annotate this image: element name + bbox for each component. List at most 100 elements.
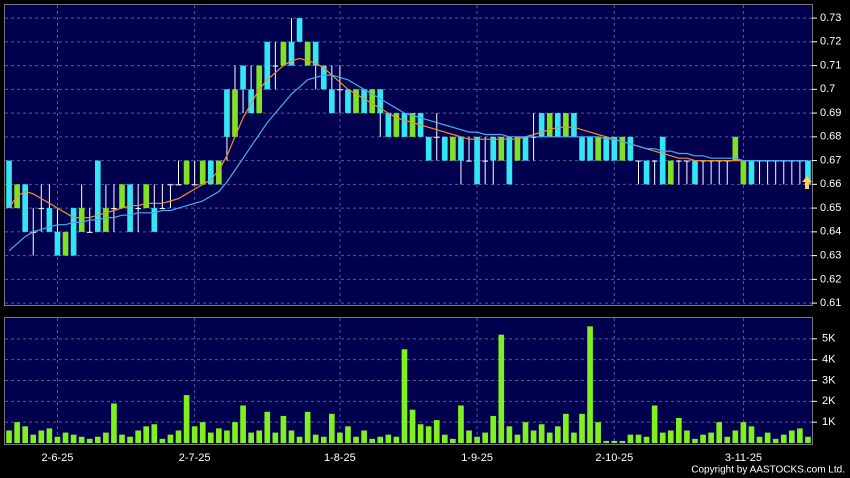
volume-bar: [135, 430, 141, 443]
candle-body: [474, 136, 480, 185]
volume-bar: [401, 349, 408, 443]
candle-body: [603, 136, 610, 161]
candle-body: [304, 41, 311, 66]
volume-bar: [127, 436, 133, 443]
candle-body: [409, 113, 416, 137]
y-tick-label: 4K: [822, 354, 836, 366]
candle-body: [86, 231, 93, 233]
candle-body: [611, 136, 618, 161]
y-tick-label: 0.73: [820, 12, 841, 24]
candle-body: [264, 41, 271, 90]
volume-bar: [797, 428, 803, 443]
volume-bar: [224, 430, 230, 443]
volume-bar: [167, 434, 174, 443]
volume-bar: [595, 422, 601, 443]
volume-bar: [724, 436, 731, 443]
candle-body: [361, 89, 367, 114]
volume-bar: [232, 422, 238, 443]
candle-body: [167, 184, 174, 186]
volume-bar: [6, 430, 12, 443]
candle-body: [103, 208, 109, 232]
candle-body: [546, 113, 553, 137]
volume-bar: [498, 334, 505, 443]
volume-bar: [70, 434, 77, 443]
candle-body: [458, 136, 464, 161]
candle-body: [684, 160, 690, 162]
volume-bar: [756, 436, 763, 443]
volume-bar: [474, 436, 480, 443]
x-tick-label: 3-11-25: [725, 452, 762, 464]
volume-bar: [417, 424, 424, 443]
volume-bar: [191, 426, 198, 443]
volume-bar: [256, 430, 263, 443]
volume-bar: [490, 415, 497, 443]
volume-bar: [175, 430, 182, 443]
volume-bar: [740, 422, 747, 443]
volume-bar: [522, 422, 529, 443]
volume-bar: [296, 436, 303, 443]
candle-body: [643, 160, 650, 185]
volume-bar: [22, 426, 28, 443]
volume-bar: [676, 418, 682, 443]
candle-body: [94, 160, 101, 232]
candle-body: [207, 160, 214, 185]
candle-body: [748, 160, 755, 185]
y-tick-label: 0.7: [820, 83, 835, 95]
volume-bar: [619, 440, 626, 443]
y-tick-label: 1K: [822, 416, 836, 428]
volume-bar: [587, 326, 593, 443]
volume-bar: [183, 395, 190, 443]
volume-bar: [651, 405, 658, 443]
volume-bar: [433, 420, 440, 443]
candle-body: [288, 41, 295, 66]
volume-bar: [538, 424, 545, 443]
volume-bar: [450, 438, 456, 443]
candle-body: [272, 65, 279, 67]
candle-body: [522, 136, 529, 161]
y-tick-label: 0.65: [820, 202, 841, 214]
volume-bar: [103, 432, 109, 443]
volume-bar: [14, 422, 20, 443]
candle-body: [482, 160, 488, 162]
volume-bar: [789, 430, 795, 443]
volume-bar: [732, 430, 739, 443]
candle-body: [159, 208, 166, 210]
candle-body: [805, 160, 811, 185]
candle-body: [143, 184, 150, 209]
volume-bar: [216, 428, 222, 443]
volume-bar: [627, 434, 634, 443]
copyright: Copyright by AASTOCKS.com Ltd.: [691, 465, 845, 476]
volume-bar: [684, 430, 690, 443]
y-tick-label: 0.62: [820, 273, 841, 285]
volume-bar: [425, 426, 432, 443]
candle-body: [199, 160, 206, 185]
volume-bar: [441, 434, 448, 443]
candle-body: [498, 136, 505, 161]
candle-body: [280, 41, 287, 66]
candle-body: [70, 208, 77, 256]
volume-bar: [571, 432, 577, 443]
candle-body: [135, 208, 141, 210]
candle-body: [6, 160, 12, 209]
volume-bar: [780, 434, 787, 443]
candle-body: [22, 184, 28, 232]
candle-body: [320, 65, 327, 90]
volume-bar: [377, 436, 384, 443]
volume-bar: [554, 426, 561, 443]
candle-body: [312, 41, 319, 66]
volume-bar: [466, 430, 472, 443]
candle-body: [571, 113, 577, 137]
volume-bar: [288, 430, 295, 443]
volume-bar: [248, 432, 254, 443]
candle-body: [183, 160, 190, 185]
y-tick-label: 0.67: [820, 154, 841, 166]
y-tick-label: 0.64: [820, 226, 841, 238]
candle-body: [240, 65, 246, 90]
candle-body: [579, 136, 585, 161]
candle-body: [441, 136, 448, 161]
candle-body: [514, 136, 521, 161]
volume-bar: [635, 434, 642, 443]
candle-body: [595, 136, 601, 161]
candle-body: [651, 160, 658, 162]
y-tick-label: 5K: [822, 333, 836, 345]
